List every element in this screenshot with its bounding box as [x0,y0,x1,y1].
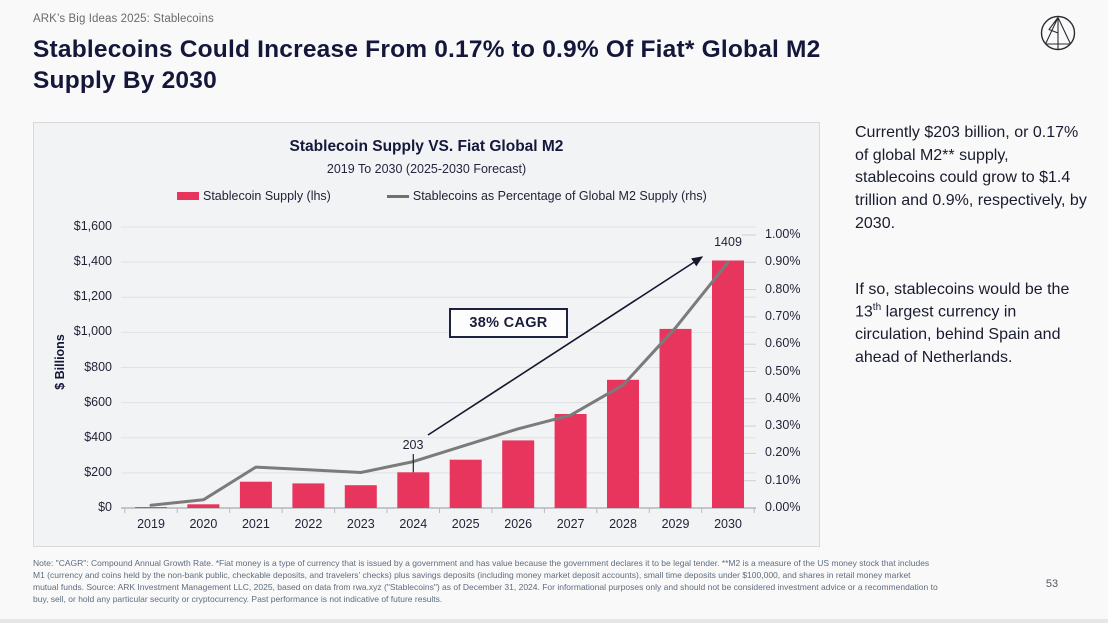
x-tick-label: 2030 [714,517,742,531]
x-tick-label: 2019 [137,517,165,531]
ark-invest-logo [1040,15,1076,51]
x-tick-label: 2026 [504,517,533,531]
slide-eyebrow: ARK’s Big Ideas 2025: Stablecoins [33,13,214,25]
y-right-tick-label: 0.40% [765,390,801,405]
chart-title: Stablecoin Supply VS. Fiat Global M2 [289,138,564,155]
y-right-tick-label: 1.00% [765,227,801,241]
bar-2028 [607,379,639,508]
ordinal-superscript: th [872,302,882,314]
x-tick-label: 2027 [556,517,585,531]
y-right-tick-label: 0.20% [765,445,801,460]
sidebar-paragraph-2: If so, stablecoins would be the 13th lar… [855,279,1093,370]
x-tick-label: 2029 [661,517,690,531]
y-right-tick-label: 0.70% [765,308,801,323]
y-right-tick-label: 0.10% [765,472,801,487]
bar-2024 [397,472,430,508]
sidebar-paragraph-2-text: If so, stablecoins would be the 13 [855,280,1070,321]
bar-2029 [659,328,692,508]
x-tick-label: 2023 [346,517,375,531]
chart-subtitle: 2019 To 2030 (2025-2030 Forecast) [326,162,527,176]
x-tick-label: 2020 [189,517,218,531]
x-tick-label: 2021 [241,517,270,531]
y-left-tick-label: $1,600 [73,219,112,233]
y-left-tick-label: $1,000 [73,324,112,339]
y-left-tick-label: $1,200 [73,289,112,304]
bar-2025 [449,459,482,508]
y-left-tick-label: $1,400 [73,254,112,269]
page-number: 53 [1045,578,1059,590]
y-left-tick-label: $600 [84,394,112,409]
footnote-disclaimer: Note: "CAGR": Compound Annual Growth Rat… [33,558,938,605]
y-right-tick-label: 0.90% [765,254,801,269]
sidebar-paragraph-2-text: largest currency in circulation, behind … [855,303,1061,367]
bar-2030 [712,260,744,508]
bar-2019 [135,507,167,508]
bar-2020 [187,504,220,508]
y-right-tick-label: 0.60% [765,336,801,351]
sidebar-paragraph-1: Currently $203 billion, or 0.17% of glob… [855,124,1087,232]
m2-percentage-line [149,260,730,507]
y-right-tick-label: 0.30% [765,418,801,433]
x-tick-label: 2024 [399,517,428,531]
y-left-tick-label: $400 [84,429,112,444]
y-right-tick-label: 0.50% [765,363,801,378]
x-tick-label: 2022 [294,517,323,531]
chart-legend: Stablecoin Supply (lhs) Stablecoins as P… [177,189,707,203]
bar-2022 [292,483,325,508]
legend-label: Stablecoin Supply (lhs) [203,189,331,203]
cagr-annotation-box: 38% CAGR [449,308,568,338]
x-tick-label: 2025 [451,517,480,531]
x-tick-label: 2028 [609,517,637,531]
chart-panel: Stablecoin Supply VS. Fiat Global M2 201… [33,122,820,547]
sidebar-commentary: Currently $203 billion, or 0.17% of glob… [855,122,1093,370]
gray-line-swatch-icon [386,194,409,198]
y-left-tick-label: $800 [84,359,112,374]
bar-2021 [239,481,272,508]
chart-plot-area [121,226,756,513]
y-left-tick-label: $200 [84,464,112,479]
bar-2030-value-label: 1409 [714,235,742,249]
y-left-tick-label: $0 [98,500,112,514]
y-right-tick-label: 0.80% [765,281,801,296]
y-right-tick-label: 0.00% [765,500,801,514]
bar-2024-value-label: 203 [402,438,424,452]
page-title: Stablecoins Could Increase From 0.17% to… [33,36,821,95]
paragraph-spacer [855,236,1093,279]
legend-item-m2-percentage: Stablecoins as Percentage of Global M2 S… [386,189,707,203]
bar-2026 [502,440,535,508]
legend-label: Stablecoins as Percentage of Global M2 S… [412,189,707,203]
cagr-growth-arrow [427,256,704,436]
window-bottom-edge [0,619,1108,623]
red-bar-swatch-icon [177,192,199,200]
bar-2027 [554,414,587,508]
bar-2023 [344,485,377,508]
legend-item-stablecoin-supply: Stablecoin Supply (lhs) [177,189,331,203]
